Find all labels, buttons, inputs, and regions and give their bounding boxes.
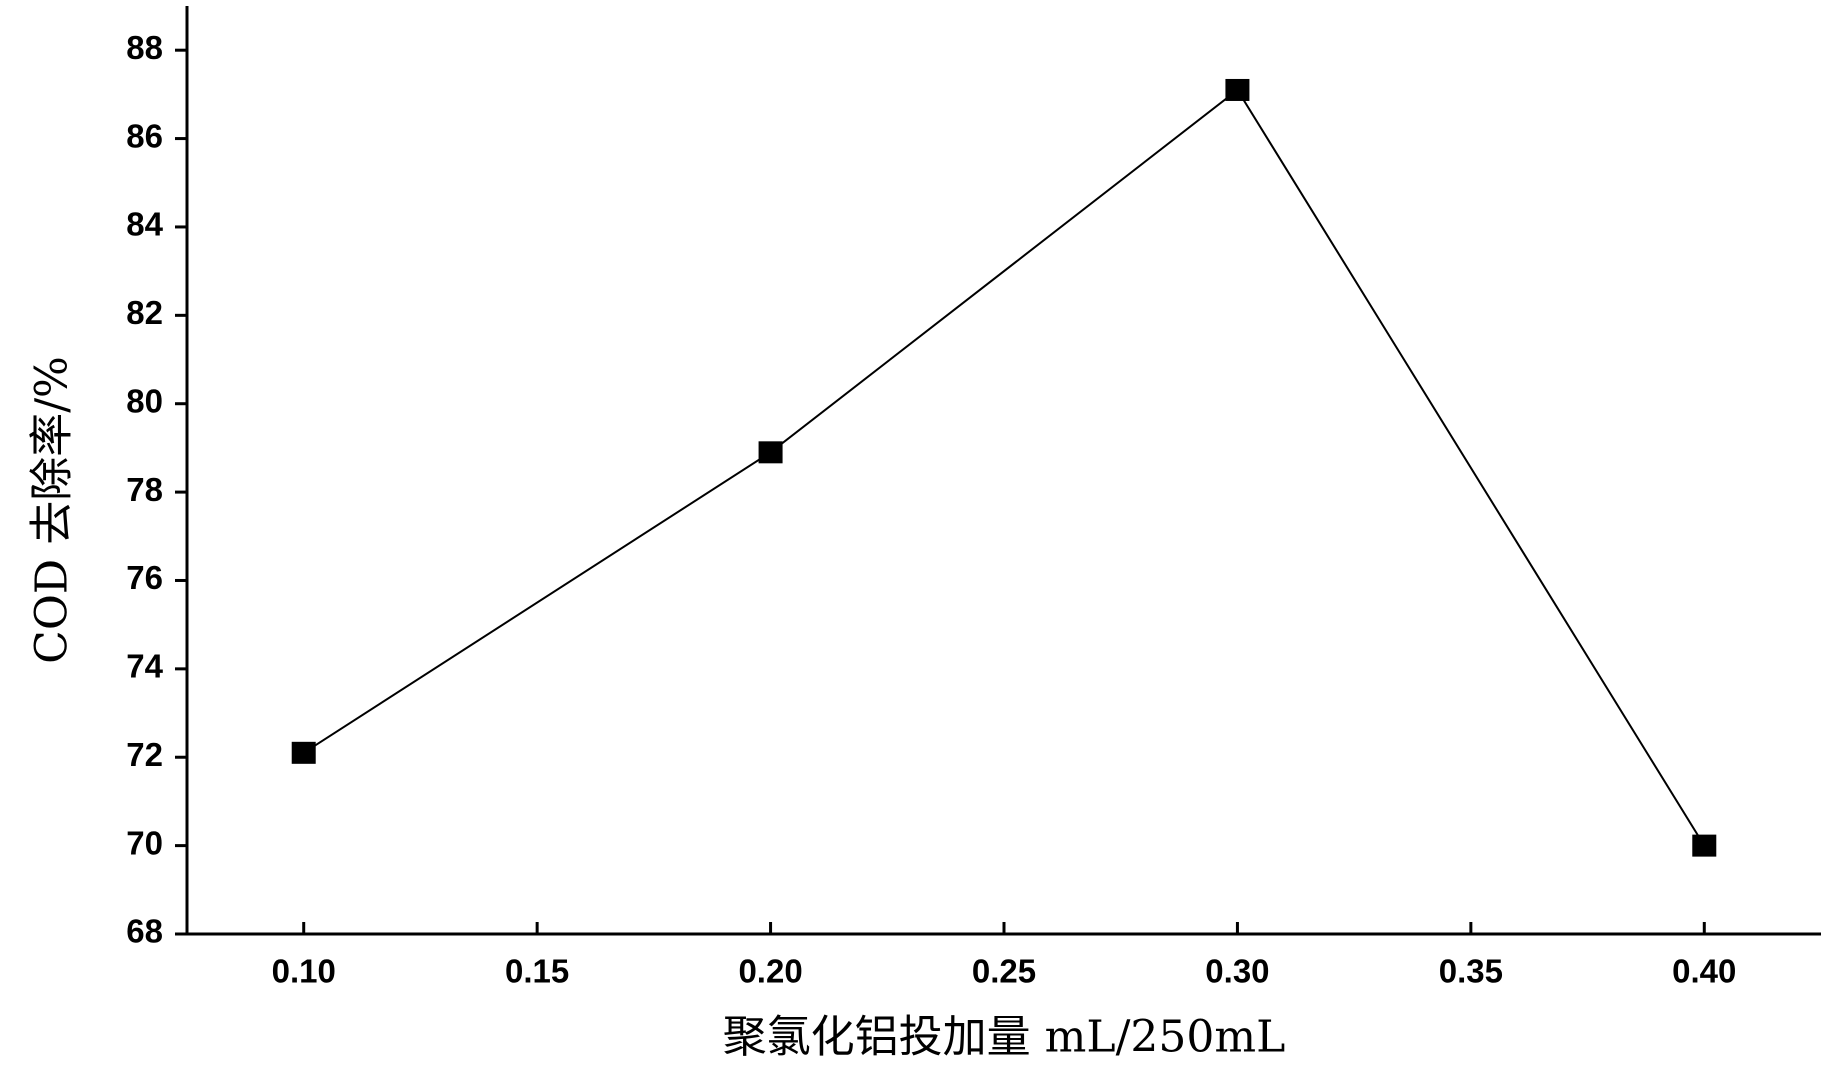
y-tick-label: 82 [126,294,163,331]
x-tick-label: 0.35 [1439,953,1503,990]
x-tick-label: 0.15 [505,953,569,990]
data-point [1692,834,1717,857]
x-tick-label: 0.40 [1672,953,1736,990]
y-tick-label: 78 [126,471,163,508]
x-axis-label: 聚氯化铝投加量 mL/250mL [723,1012,1286,1063]
y-tick-label: 72 [126,736,163,773]
y-tick-label: 74 [126,648,163,685]
x-tick-label: 0.20 [738,953,802,990]
y-tick-label: 86 [126,117,163,154]
data-point [758,441,783,464]
x-tick-label: 0.25 [972,953,1036,990]
y-tick-label: 80 [126,382,163,419]
y-tick-label: 68 [126,913,163,950]
data-line [303,88,1706,847]
y-tick-label: 70 [126,824,163,861]
y-tick-label: 84 [126,206,163,243]
y-tick-label: 88 [126,29,163,66]
x-tick-label: 0.30 [1205,953,1269,990]
x-tick-label: 0.10 [272,953,336,990]
y-axis-label: COD 去除率/% [27,356,78,664]
y-tick-label: 76 [126,559,163,596]
data-point [291,741,316,764]
data-point [1225,78,1250,101]
